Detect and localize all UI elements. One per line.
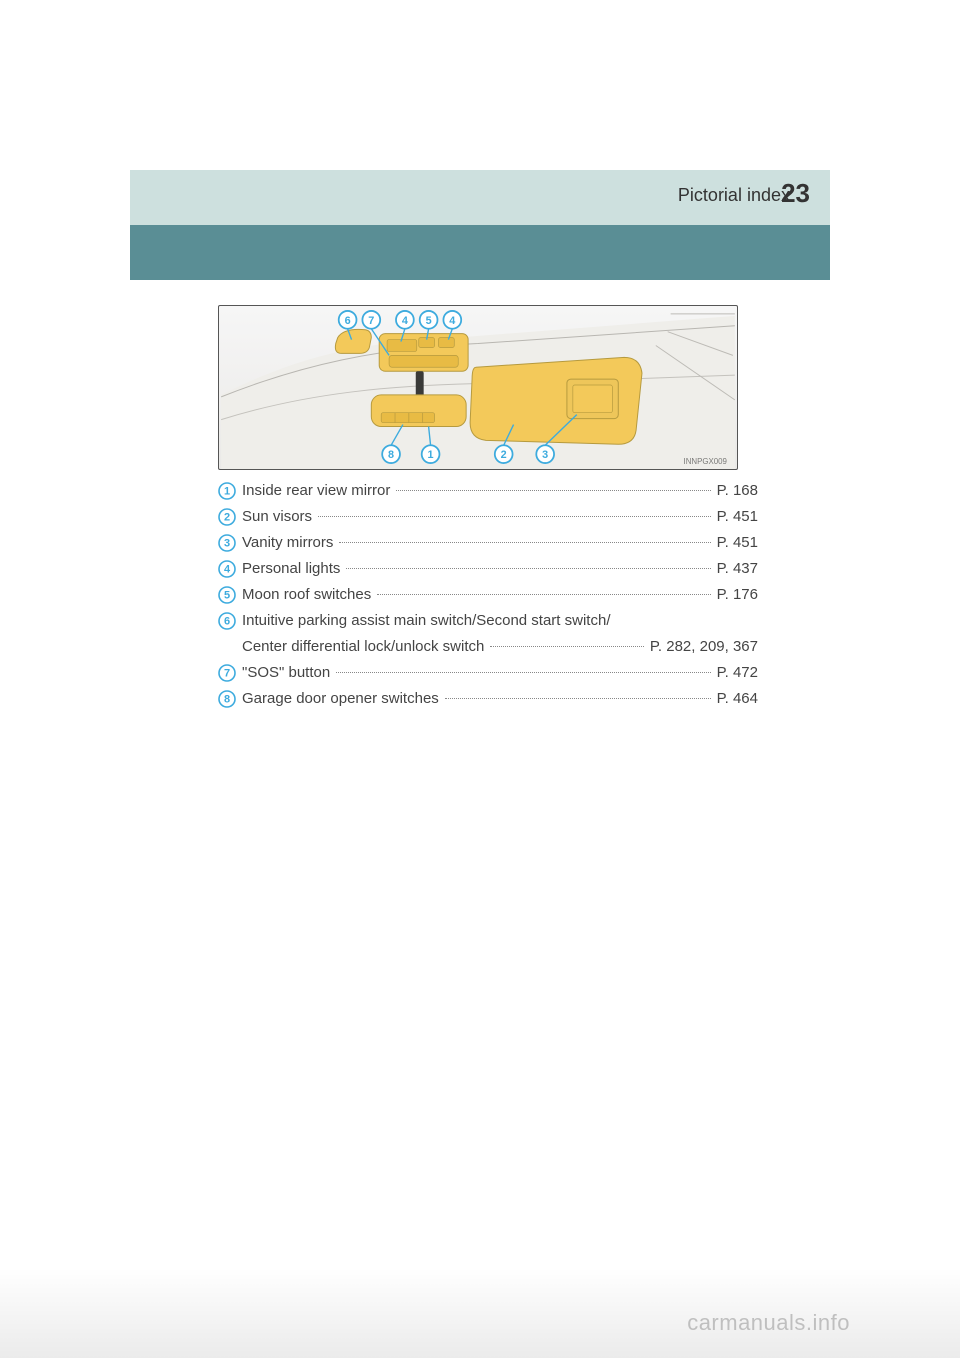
svg-text:5: 5 <box>224 590 230 602</box>
index-label-wrap: Inside rear view mirror P. 168 <box>242 480 758 502</box>
callout-4: 4 <box>443 311 461 329</box>
callout-8: 8 <box>382 445 400 463</box>
mirror-stalk <box>416 371 424 397</box>
svg-text:5: 5 <box>426 315 432 327</box>
index-label: Garage door opener switches <box>242 688 439 710</box>
leader-dots <box>318 516 711 517</box>
assist-grip <box>335 329 371 353</box>
index-page-ref: P. 282, 209, 367 <box>650 636 758 658</box>
ceiling-svg: 674548123 INNPGX009 <box>219 306 737 469</box>
header-dark-band <box>130 225 830 280</box>
callout-5: 5 <box>420 311 438 329</box>
illustration-code: INNPGX009 <box>684 457 728 466</box>
svg-text:4: 4 <box>224 564 231 576</box>
sun-visor <box>470 357 642 444</box>
svg-text:1: 1 <box>428 449 434 461</box>
index-bubble-2: 2 <box>218 508 236 526</box>
index-row: 6 Intuitive parking assist main switch/Se… <box>218 610 758 632</box>
index-row: 3 Vanity mirrors P. 451 <box>218 532 758 554</box>
callout-6: 6 <box>339 311 357 329</box>
index-label-wrap: Intuitive parking assist main switch/Sec… <box>242 610 758 632</box>
index-row: Center differential lock/unlock switch P.… <box>218 636 758 658</box>
svg-text:8: 8 <box>224 694 230 706</box>
index-label-wrap: Personal lights P. 437 <box>242 558 758 580</box>
index-row: 5 Moon roof switches P. 176 <box>218 584 758 606</box>
svg-text:2: 2 <box>501 449 507 461</box>
callout-4: 4 <box>396 311 414 329</box>
svg-text:3: 3 <box>542 449 548 461</box>
leader-dots <box>490 646 643 647</box>
index-label: Vanity mirrors <box>242 532 333 554</box>
svg-text:3: 3 <box>224 538 230 550</box>
svg-text:7: 7 <box>368 315 374 327</box>
index-page-ref: P. 168 <box>717 480 758 502</box>
leader-dots <box>445 698 711 699</box>
page-number: 23 <box>781 178 810 209</box>
svg-text:4: 4 <box>402 315 408 327</box>
index-page-ref: P. 464 <box>717 688 758 710</box>
callout-7: 7 <box>362 311 380 329</box>
index-bubble-1: 1 <box>218 482 236 500</box>
callout-3: 3 <box>536 445 554 463</box>
svg-text:2: 2 <box>224 512 230 524</box>
index-label-wrap: Center differential lock/unlock switch P.… <box>242 636 758 658</box>
index-row: 8 Garage door opener switches P. 464 <box>218 688 758 710</box>
index-page-ref: P. 451 <box>717 532 758 554</box>
index-label-wrap: Vanity mirrors P. 451 <box>242 532 758 554</box>
svg-text:6: 6 <box>224 616 230 628</box>
index-label-wrap: Garage door opener switches P. 464 <box>242 688 758 710</box>
index-page-ref: P. 176 <box>717 584 758 606</box>
callout-1: 1 <box>422 445 440 463</box>
index-list: 1 Inside rear view mirror P. 168 2 Sun visor… <box>218 480 758 714</box>
callout-2: 2 <box>495 445 513 463</box>
svg-text:7: 7 <box>224 668 230 680</box>
index-bubble-7: 7 <box>218 664 236 682</box>
section-title-text: Pictorial index <box>678 185 790 205</box>
index-label: Personal lights <box>242 558 340 580</box>
ceiling-illustration: 674548123 INNPGX009 <box>218 305 738 470</box>
leader-dots <box>346 568 710 569</box>
index-bubble-6: 6 <box>218 612 236 630</box>
index-page-ref: P. 437 <box>717 558 758 580</box>
svg-text:4: 4 <box>449 315 455 327</box>
index-label: Inside rear view mirror <box>242 480 390 502</box>
index-label: Center differential lock/unlock switch <box>242 636 484 658</box>
svg-text:1: 1 <box>224 486 230 498</box>
index-bubble-3: 3 <box>218 534 236 552</box>
index-bubble-5: 5 <box>218 586 236 604</box>
index-label-wrap: Moon roof switches P. 176 <box>242 584 758 606</box>
overhead-console-highlight <box>379 334 468 372</box>
index-row: 1 Inside rear view mirror P. 168 <box>218 480 758 502</box>
leader-dots <box>336 672 710 673</box>
leader-dots <box>396 490 710 491</box>
index-row: 2 Sun visors P. 451 <box>218 506 758 528</box>
index-label: Sun visors <box>242 506 312 528</box>
index-row: 7 "SOS" button P. 472 <box>218 662 758 684</box>
index-page-ref: P. 472 <box>717 662 758 684</box>
leader-dots <box>339 542 710 543</box>
svg-text:8: 8 <box>388 449 394 461</box>
index-bubble-8: 8 <box>218 690 236 708</box>
garage-opener <box>381 413 434 423</box>
index-label-wrap: Sun visors P. 451 <box>242 506 758 528</box>
index-label-wrap: "SOS" button P. 472 <box>242 662 758 684</box>
watermark-text: carmanuals.info <box>687 1310 850 1336</box>
svg-text:6: 6 <box>345 315 351 327</box>
index-label: Moon roof switches <box>242 584 371 606</box>
leader-dots <box>377 594 710 595</box>
index-label: Intuitive parking assist main switch/Sec… <box>242 610 610 632</box>
index-bubble-4: 4 <box>218 560 236 578</box>
index-row: 4 Personal lights P. 437 <box>218 558 758 580</box>
index-page-ref: P. 451 <box>717 506 758 528</box>
index-label: "SOS" button <box>242 662 330 684</box>
